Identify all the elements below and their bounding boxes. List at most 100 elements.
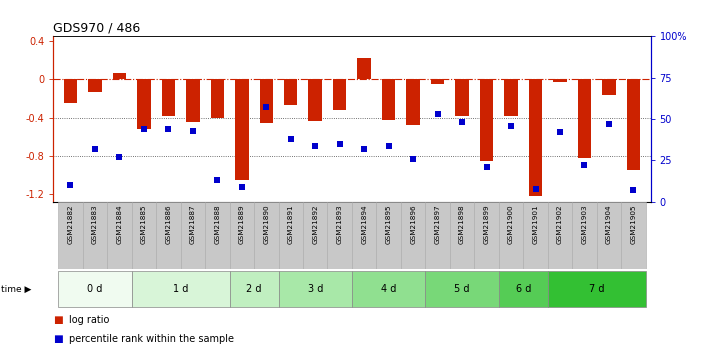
Text: GSM21890: GSM21890 — [263, 205, 269, 244]
Text: 6 d: 6 d — [515, 284, 531, 294]
Bar — [230, 271, 279, 307]
Text: GSM21905: GSM21905 — [631, 205, 636, 244]
Bar — [333, 79, 346, 110]
Point — [163, 126, 174, 132]
Bar — [205, 202, 230, 269]
Text: GSM21898: GSM21898 — [459, 205, 465, 244]
Bar — [132, 271, 230, 307]
Bar — [82, 202, 107, 269]
Point — [187, 128, 198, 134]
Text: GSM21886: GSM21886 — [166, 205, 171, 244]
Text: percentile rank within the sample: percentile rank within the sample — [69, 334, 234, 344]
Bar — [621, 202, 646, 269]
Bar — [480, 79, 493, 161]
Bar — [499, 202, 523, 269]
Text: log ratio: log ratio — [69, 315, 109, 325]
Bar — [107, 202, 132, 269]
Text: 5 d: 5 d — [454, 284, 470, 294]
Bar — [547, 202, 572, 269]
Text: GSM21896: GSM21896 — [410, 205, 416, 244]
Point — [530, 186, 541, 191]
Text: GSM21882: GSM21882 — [68, 205, 73, 244]
Text: 2 d: 2 d — [246, 284, 262, 294]
Text: GSM21900: GSM21900 — [508, 205, 514, 244]
Bar — [376, 202, 401, 269]
Bar — [156, 202, 181, 269]
Point — [309, 143, 321, 148]
Text: GSM21887: GSM21887 — [190, 205, 196, 244]
Text: GSM21904: GSM21904 — [606, 205, 612, 244]
Bar — [161, 79, 175, 116]
Text: 1 d: 1 d — [173, 284, 188, 294]
Point — [114, 154, 125, 160]
Text: GSM21889: GSM21889 — [239, 205, 245, 244]
Bar — [279, 202, 303, 269]
Bar — [602, 79, 616, 95]
Text: time ▶: time ▶ — [1, 284, 31, 294]
Bar — [450, 202, 474, 269]
Text: GSM21884: GSM21884 — [117, 205, 122, 244]
Bar — [382, 79, 395, 119]
Text: GSM21893: GSM21893 — [337, 205, 343, 244]
Bar — [499, 271, 547, 307]
Bar — [64, 79, 77, 103]
Bar — [474, 202, 499, 269]
Point — [65, 183, 76, 188]
Bar — [407, 79, 420, 125]
Bar — [58, 202, 82, 269]
Bar — [328, 202, 352, 269]
Point — [334, 141, 346, 147]
Point — [506, 123, 517, 128]
Bar — [425, 271, 499, 307]
Bar — [181, 202, 205, 269]
Point — [236, 184, 247, 190]
Point — [555, 129, 566, 135]
Bar — [210, 79, 224, 118]
Text: GSM21891: GSM21891 — [288, 205, 294, 244]
Point — [383, 143, 395, 148]
Point — [358, 146, 370, 151]
Point — [90, 146, 101, 151]
Bar — [112, 72, 126, 79]
Bar — [547, 271, 646, 307]
Text: GSM21897: GSM21897 — [434, 205, 441, 244]
Point — [481, 164, 492, 170]
Point — [212, 178, 223, 183]
Bar — [578, 79, 592, 158]
Bar — [401, 202, 425, 269]
Text: GSM21903: GSM21903 — [582, 205, 587, 244]
Bar — [132, 202, 156, 269]
Text: GDS970 / 486: GDS970 / 486 — [53, 21, 141, 34]
Bar — [58, 271, 132, 307]
Text: 0 d: 0 d — [87, 284, 102, 294]
Point — [285, 136, 296, 142]
Text: GSM21894: GSM21894 — [361, 205, 367, 244]
Bar — [358, 58, 371, 79]
Point — [138, 126, 149, 132]
Point — [628, 187, 639, 193]
Bar — [309, 79, 322, 121]
Bar — [260, 79, 273, 123]
Bar — [254, 202, 279, 269]
Text: GSM21888: GSM21888 — [214, 205, 220, 244]
Text: 3 d: 3 d — [308, 284, 323, 294]
Bar — [186, 79, 200, 122]
Text: GSM21895: GSM21895 — [385, 205, 392, 244]
Text: 4 d: 4 d — [381, 284, 396, 294]
Point — [407, 156, 419, 161]
Bar — [597, 202, 621, 269]
Bar — [572, 202, 597, 269]
Bar — [88, 79, 102, 92]
Bar — [425, 202, 450, 269]
Bar — [431, 79, 444, 84]
Point — [456, 120, 468, 125]
Text: GSM21902: GSM21902 — [557, 205, 563, 244]
Bar — [303, 202, 328, 269]
Point — [603, 121, 614, 127]
Point — [579, 162, 590, 168]
Text: ■: ■ — [53, 315, 63, 325]
Bar — [284, 79, 297, 105]
Bar — [352, 202, 376, 269]
Point — [432, 111, 443, 117]
Text: GSM21892: GSM21892 — [312, 205, 319, 244]
